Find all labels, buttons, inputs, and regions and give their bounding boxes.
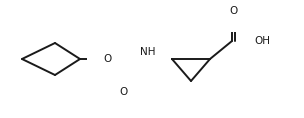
Text: O: O [230,6,238,16]
Text: OH: OH [254,36,270,46]
Text: O: O [119,87,128,97]
Text: O: O [103,54,111,64]
Text: NH: NH [140,47,156,57]
